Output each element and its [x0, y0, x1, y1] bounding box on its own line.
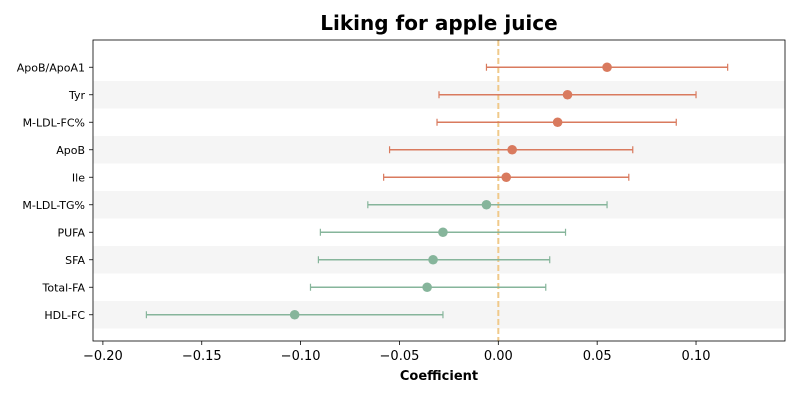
x-tick-label: 0.10 — [682, 349, 711, 364]
estimate-row — [367, 199, 608, 210]
estimate-row — [319, 227, 567, 238]
estimate-row — [309, 282, 547, 293]
chart-title: Liking for apple juice — [320, 11, 557, 35]
estimate-row — [436, 117, 677, 128]
estimate-point — [562, 89, 573, 100]
x-tick-label: −0.05 — [380, 349, 420, 364]
x-tick-label: −0.20 — [83, 349, 123, 364]
plot-frame — [92, 39, 786, 342]
estimate-point — [289, 309, 300, 320]
estimate-row — [438, 89, 697, 100]
x-tick-label: −0.10 — [281, 349, 321, 364]
estimate-row — [485, 62, 729, 73]
estimate-row — [317, 254, 551, 265]
estimate-row — [383, 172, 630, 183]
y-tick-label: SFA — [65, 254, 85, 267]
estimate-point — [481, 199, 492, 210]
estimate-point — [507, 144, 517, 155]
x-axis-label: Coefficient — [400, 369, 478, 384]
x-tick-label: −0.15 — [182, 349, 222, 364]
x-tick-label: 0.05 — [583, 349, 612, 364]
y-tick-label: HDL-FC — [44, 309, 85, 322]
y-tick-label: Total-FA — [41, 281, 85, 294]
y-tick-label: PUFA — [57, 226, 85, 239]
estimate-point — [602, 62, 612, 73]
estimate-row — [145, 309, 444, 320]
y-tick-label: ApoB — [56, 144, 85, 157]
y-tick-label: Ile — [72, 171, 85, 184]
y-tick-label: ApoB/ApoA1 — [17, 61, 85, 74]
x-axis-ticks: −0.20 −0.15 −0.10 −0.05 0.00 0.05 0.10 — [83, 341, 711, 364]
estimate-series — [145, 62, 729, 320]
estimate-point — [422, 282, 432, 293]
y-tick-label: Tyr — [68, 89, 86, 102]
estimate-point — [438, 227, 448, 238]
estimate-point — [501, 172, 512, 183]
y-tick-label: M-LDL-FC% — [23, 116, 85, 129]
estimate-row — [388, 144, 634, 155]
y-tick-label: M-LDL-TG% — [22, 199, 85, 212]
x-tick-label: 0.00 — [484, 349, 513, 364]
estimate-point — [552, 117, 563, 128]
y-axis-ticks: ApoB/ApoA1 Tyr M-LDL-FC% ApoB Ile M-LDL-TG% PU… — [17, 61, 93, 322]
estimate-point — [428, 254, 438, 265]
